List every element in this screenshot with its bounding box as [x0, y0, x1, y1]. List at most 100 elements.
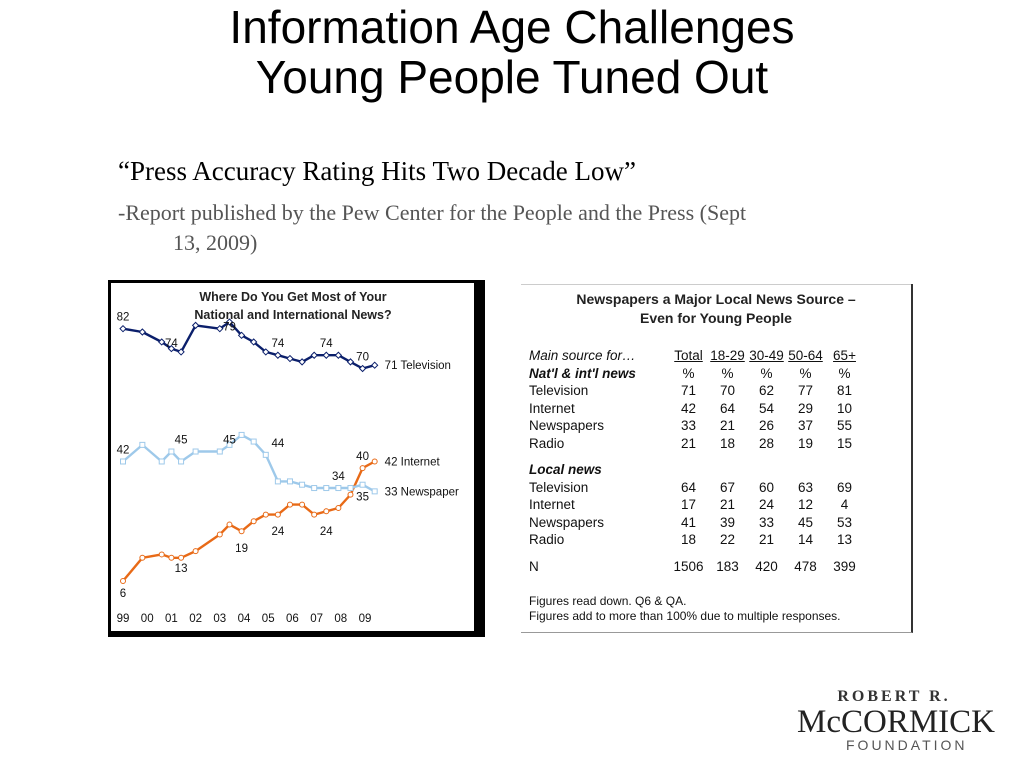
local-news-value: 21 — [719, 497, 736, 512]
internet-data-label: 24 — [320, 526, 333, 538]
national-news-value: 15 — [836, 435, 853, 451]
internet-point — [226, 521, 233, 528]
newspaper-point — [192, 448, 199, 455]
local-news-value: 14 — [797, 532, 814, 547]
newspaper-point — [335, 485, 342, 492]
internet-point — [323, 508, 330, 515]
local-news-value: 4 — [840, 497, 849, 512]
local-news-value: 41 — [680, 514, 697, 530]
newspaper-point — [347, 485, 354, 492]
national-news-value: 71 — [680, 383, 697, 398]
local-news-value: 13 — [836, 532, 853, 547]
title-line-1: Information Age Challenges — [229, 1, 795, 53]
television-point — [298, 358, 306, 366]
x-tick-label: 09 — [359, 613, 372, 625]
local-news-value: 45 — [797, 514, 814, 530]
national-news-row: Newspapers 33 21 26 37 55 — [529, 417, 864, 435]
internet-series-label: 42 Internet — [385, 456, 441, 468]
internet-data-label: 6 — [120, 588, 126, 600]
internet-point — [311, 511, 318, 518]
local-news-header: Local news — [529, 462, 602, 477]
television-point — [177, 348, 185, 356]
newspaper-point — [120, 458, 126, 465]
internet-point — [274, 511, 281, 518]
television-point — [346, 358, 355, 366]
national-news-value: 37 — [797, 418, 814, 433]
newspaper-point — [178, 458, 185, 465]
national-news-value: 19 — [797, 435, 814, 451]
local-news-value: 67 — [719, 479, 736, 495]
newspaper-point — [168, 448, 175, 455]
local-news-value: 64 — [680, 479, 697, 495]
table-subheader-value: % — [799, 365, 812, 381]
national-news-value: 18 — [719, 435, 736, 451]
table-top-rule — [521, 284, 911, 285]
television-point — [262, 348, 270, 356]
newspaper-point — [216, 448, 223, 455]
national-news-value: 21 — [680, 435, 697, 451]
television-data-label: 74 — [320, 338, 333, 350]
x-tick-label: 02 — [189, 613, 202, 625]
local-news-value: 69 — [836, 479, 853, 495]
news-source-line-chart: Where Do You Get Most of Your National a… — [117, 290, 459, 625]
newspaper-data-label: 45 — [175, 435, 188, 447]
local-news-row: Newspapers 41 39 33 45 53 — [529, 514, 864, 532]
television-point — [322, 351, 330, 359]
chart-panel: Where Do You Get Most of Your National a… — [111, 283, 474, 631]
sample-size-row: N 1506 183 420 478 399 — [529, 558, 864, 576]
internet-point — [168, 554, 175, 561]
national-news-value: 81 — [836, 383, 853, 398]
internet-point — [250, 518, 257, 525]
x-tick-label: 04 — [238, 613, 251, 625]
national-news-label: Newspapers — [529, 418, 605, 433]
national-news-label: Internet — [529, 400, 575, 416]
local-news-value: 12 — [797, 497, 814, 512]
table-header-value: 30-49 — [749, 348, 784, 363]
table-spacer-cell — [529, 452, 864, 461]
national-news-value: 55 — [836, 418, 853, 433]
sample-size-value: 183 — [716, 558, 739, 574]
television-data-label: 70 — [356, 352, 369, 364]
internet-point — [286, 501, 293, 508]
local-news-label: Radio — [529, 532, 565, 547]
television-point — [167, 344, 176, 353]
newspaper-point — [226, 441, 233, 448]
television-point — [119, 324, 127, 333]
x-tick-label: 05 — [262, 613, 275, 625]
x-tick-label: 03 — [213, 613, 226, 625]
local-news-value: 21 — [758, 532, 775, 547]
newspaper-data-label: 44 — [271, 438, 284, 450]
internet-point — [158, 551, 165, 558]
newspaper-point — [274, 478, 281, 485]
newspaper-point — [371, 488, 378, 495]
television-series-line — [122, 320, 376, 370]
internet-point — [178, 554, 185, 561]
national-news-value: 54 — [758, 400, 775, 416]
local-news-value: 60 — [758, 479, 775, 495]
pew-table-panel: Newspapers a Major Local News Source – E… — [521, 284, 913, 633]
national-news-value: 70 — [719, 383, 736, 398]
table-header-row: Main source for… Total 18-29 30-49 50-64 65+ — [529, 347, 864, 365]
local-news-value: 17 — [680, 497, 697, 512]
local-news-label: Internet — [529, 497, 575, 512]
report-citation: -Report published by the Pew Center for … — [118, 198, 948, 258]
table-header-label: Main source for… — [529, 348, 636, 363]
television-data-label: 74 — [165, 338, 178, 350]
internet-data-label: 19 — [235, 543, 248, 555]
table-title-line-2: Even for Young People — [640, 310, 792, 326]
local-news-value: 39 — [719, 514, 736, 530]
sample-size-value: 478 — [794, 558, 817, 574]
television-point — [274, 351, 282, 359]
national-news-label: Radio — [529, 435, 565, 451]
table-subheader-value: % — [682, 365, 695, 381]
national-news-value: 26 — [758, 418, 775, 433]
newspaper-point — [286, 478, 293, 485]
x-tick-label: 00 — [141, 613, 154, 625]
local-news-row: Internet 17 21 24 12 4 — [529, 496, 864, 514]
table-title-line-1: Newspapers a Major Local News Source – — [576, 291, 856, 307]
x-tick-label: 99 — [117, 613, 130, 625]
television-series-label: 71 Television — [385, 360, 451, 372]
table-spacer — [529, 549, 864, 558]
internet-point — [347, 491, 354, 498]
title-line-2: Young People Tuned Out — [255, 51, 769, 103]
